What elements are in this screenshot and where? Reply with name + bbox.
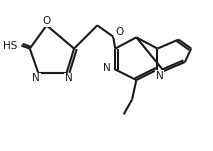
Text: O: O [43, 16, 51, 26]
Text: N: N [156, 71, 163, 80]
Text: N: N [65, 74, 73, 84]
Text: HS: HS [3, 41, 17, 51]
Text: O: O [115, 27, 124, 37]
Text: N: N [32, 74, 40, 84]
Text: N: N [103, 63, 111, 73]
